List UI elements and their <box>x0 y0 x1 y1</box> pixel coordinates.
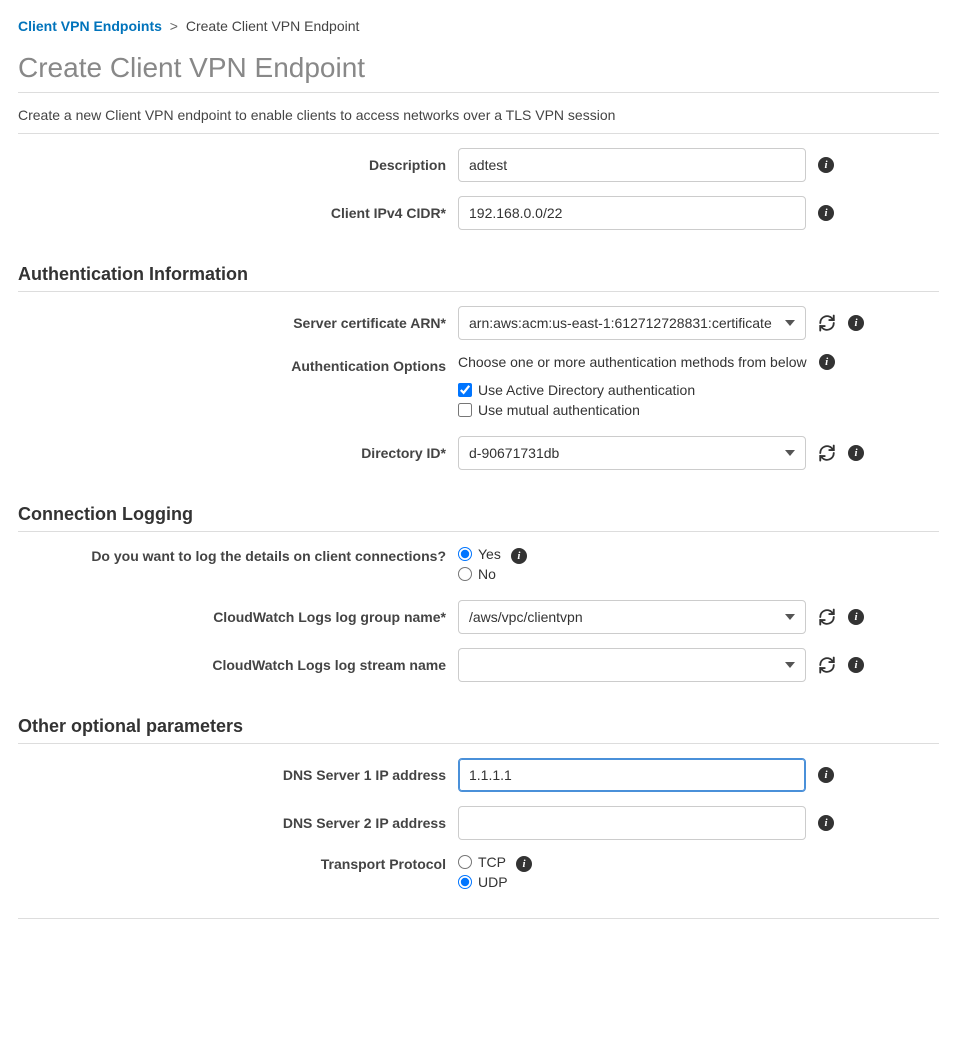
radio-row-yes[interactable]: Yes <box>458 546 501 562</box>
info-icon[interactable]: i <box>818 767 834 783</box>
info-icon[interactable]: i <box>848 657 864 673</box>
row-dns2: DNS Server 2 IP address i <box>18 806 939 840</box>
info-icon[interactable]: i <box>818 157 834 173</box>
row-server-cert: Server certificate ARN* arn:aws:acm:us-e… <box>18 306 939 340</box>
refresh-icon[interactable] <box>818 656 836 674</box>
checkbox-row-mutual[interactable]: Use mutual authentication <box>458 402 640 418</box>
refresh-icon[interactable] <box>818 444 836 462</box>
info-icon[interactable]: i <box>848 445 864 461</box>
row-logging-question: Do you want to log the details on client… <box>18 546 939 586</box>
divider <box>18 531 939 532</box>
checkbox-row-ad[interactable]: Use Active Directory authentication <box>458 382 695 398</box>
radio-row-tcp[interactable]: TCP <box>458 854 506 870</box>
cidr-input[interactable] <box>458 196 806 230</box>
logging-yes-label: Yes <box>478 546 501 562</box>
label-auth-options: Authentication Options <box>18 354 458 374</box>
row-log-stream: CloudWatch Logs log stream name i <box>18 648 939 682</box>
section-title-logging: Connection Logging <box>18 504 939 525</box>
chevron-down-icon <box>785 662 795 668</box>
tcp-label: TCP <box>478 854 506 870</box>
directory-value: d-90671731db <box>469 445 559 461</box>
info-icon[interactable]: i <box>818 815 834 831</box>
log-group-value: /aws/vpc/clientvpn <box>469 609 583 625</box>
row-description: Description i <box>18 148 939 182</box>
divider <box>18 918 939 919</box>
mutual-auth-checkbox[interactable] <box>458 403 472 417</box>
mutual-auth-label: Use mutual authentication <box>478 402 640 418</box>
label-cidr: Client IPv4 CIDR* <box>18 205 458 221</box>
ad-auth-label: Use Active Directory authentication <box>478 382 695 398</box>
info-icon[interactable]: i <box>848 315 864 331</box>
info-icon[interactable]: i <box>848 609 864 625</box>
logging-no-label: No <box>478 566 496 582</box>
chevron-down-icon <box>785 450 795 456</box>
section-title-other: Other optional parameters <box>18 716 939 737</box>
server-cert-value: arn:aws:acm:us-east-1:612712728831:certi… <box>469 315 772 331</box>
radio-row-udp[interactable]: UDP <box>458 874 508 890</box>
description-input[interactable] <box>458 148 806 182</box>
label-dns1: DNS Server 1 IP address <box>18 767 458 783</box>
directory-select[interactable]: d-90671731db <box>458 436 806 470</box>
radio-row-no[interactable]: No <box>458 566 496 582</box>
ad-auth-checkbox[interactable] <box>458 383 472 397</box>
server-cert-select[interactable]: arn:aws:acm:us-east-1:612712728831:certi… <box>458 306 806 340</box>
info-icon[interactable]: i <box>819 354 835 370</box>
dns1-input[interactable] <box>458 758 806 792</box>
label-description: Description <box>18 157 458 173</box>
breadcrumb-link-endpoints[interactable]: Client VPN Endpoints <box>18 18 162 34</box>
udp-radio[interactable] <box>458 875 472 889</box>
section-title-auth: Authentication Information <box>18 264 939 285</box>
row-auth-options: Authentication Options Choose one or mor… <box>18 354 939 422</box>
row-transport: Transport Protocol TCP i UDP <box>18 854 939 894</box>
log-group-select[interactable]: /aws/vpc/clientvpn <box>458 600 806 634</box>
label-transport: Transport Protocol <box>18 854 458 872</box>
info-icon[interactable]: i <box>818 205 834 221</box>
logging-no-radio[interactable] <box>458 567 472 581</box>
dns2-input[interactable] <box>458 806 806 840</box>
logging-yes-radio[interactable] <box>458 547 472 561</box>
row-directory: Directory ID* d-90671731db i <box>18 436 939 470</box>
label-log-group: CloudWatch Logs log group name* <box>18 609 458 625</box>
row-cidr: Client IPv4 CIDR* i <box>18 196 939 230</box>
divider <box>18 92 939 93</box>
row-dns1: DNS Server 1 IP address i <box>18 758 939 792</box>
refresh-icon[interactable] <box>818 314 836 332</box>
breadcrumb-current: Create Client VPN Endpoint <box>186 18 360 34</box>
auth-options-help: Choose one or more authentication method… <box>458 354 807 370</box>
breadcrumb-separator: > <box>166 18 182 34</box>
label-logging-question: Do you want to log the details on client… <box>18 546 458 564</box>
label-server-cert: Server certificate ARN* <box>18 315 458 331</box>
label-dns2: DNS Server 2 IP address <box>18 815 458 831</box>
label-log-stream: CloudWatch Logs log stream name <box>18 657 458 673</box>
info-icon[interactable]: i <box>516 856 532 872</box>
chevron-down-icon <box>785 614 795 620</box>
info-icon[interactable]: i <box>511 548 527 564</box>
row-log-group: CloudWatch Logs log group name* /aws/vpc… <box>18 600 939 634</box>
page-title: Create Client VPN Endpoint <box>18 52 939 84</box>
log-stream-select[interactable] <box>458 648 806 682</box>
udp-label: UDP <box>478 874 508 890</box>
divider <box>18 291 939 292</box>
label-directory: Directory ID* <box>18 445 458 461</box>
page-subtitle: Create a new Client VPN endpoint to enab… <box>18 107 939 123</box>
chevron-down-icon <box>785 320 795 326</box>
refresh-icon[interactable] <box>818 608 836 626</box>
tcp-radio[interactable] <box>458 855 472 869</box>
breadcrumb: Client VPN Endpoints > Create Client VPN… <box>18 18 939 34</box>
divider <box>18 133 939 134</box>
divider <box>18 743 939 744</box>
